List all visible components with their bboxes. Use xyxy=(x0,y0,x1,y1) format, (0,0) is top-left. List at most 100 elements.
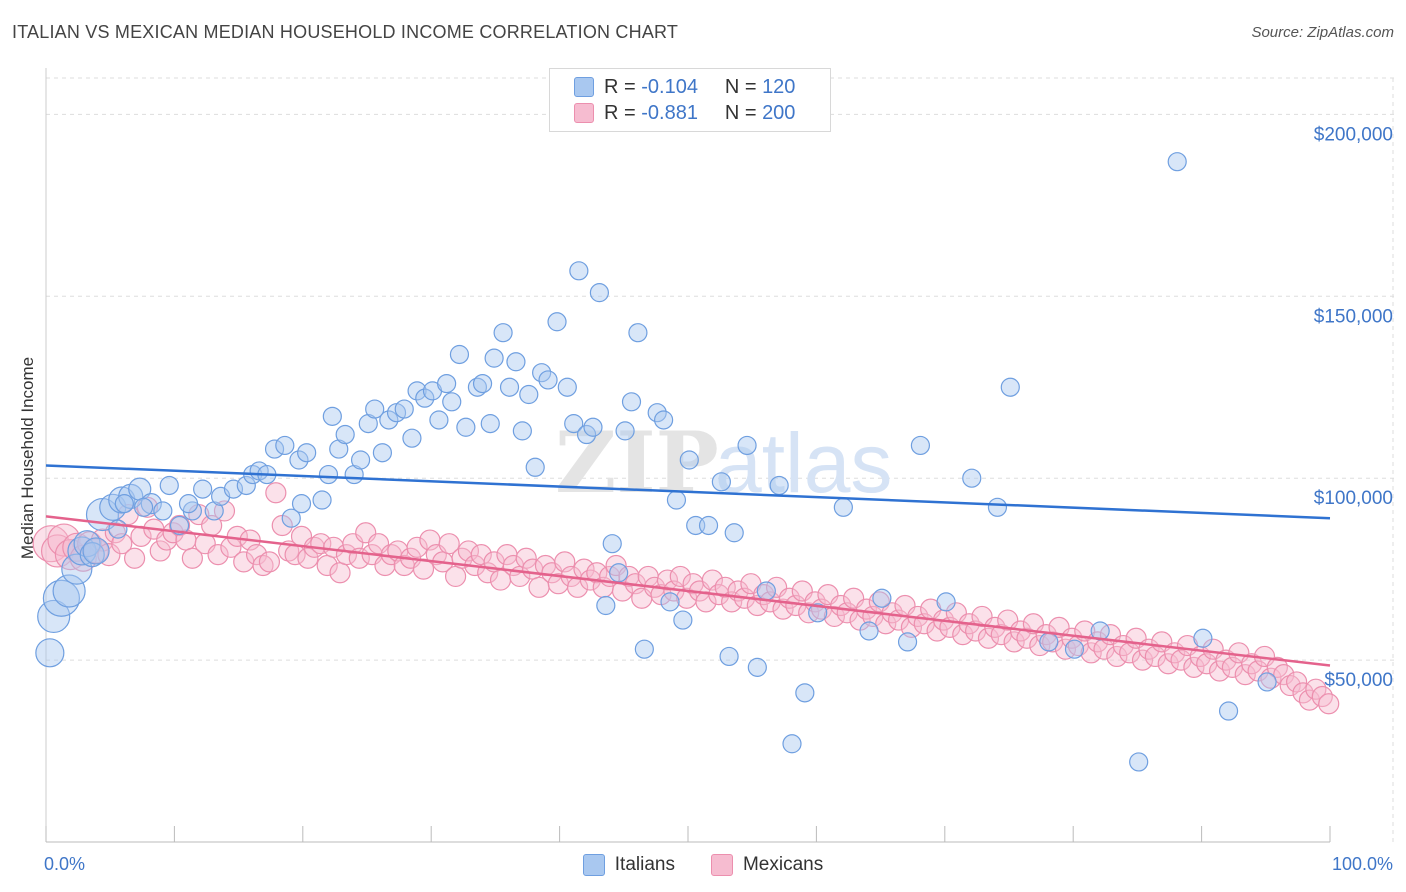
mexicans-point-96 xyxy=(656,569,679,591)
mexicans-point-166 xyxy=(1106,645,1128,668)
mexicans-point-114 xyxy=(772,598,794,620)
italians-point-89 xyxy=(724,523,744,543)
italians-point-71 xyxy=(589,283,610,303)
italians-point-73 xyxy=(602,534,622,554)
italians-point-88 xyxy=(719,646,739,667)
x-tick-label-1: 100.0% xyxy=(1332,854,1393,874)
italians-point-29 xyxy=(297,443,317,463)
italians-r-label: R = xyxy=(604,75,636,98)
mexicans-point-22 xyxy=(181,547,203,569)
mexicans-point-2 xyxy=(47,523,81,557)
mexicans-point-192 xyxy=(1273,664,1295,686)
italians-point-44 xyxy=(402,428,422,448)
italians-point-65 xyxy=(547,312,567,332)
italians-point-1 xyxy=(37,599,71,634)
italians-point-75 xyxy=(615,421,635,441)
mexicans-point-186 xyxy=(1234,664,1256,686)
mexicans-point-98 xyxy=(669,565,691,588)
italians-point-26 xyxy=(275,435,295,456)
x-tick-label-0: 0.0% xyxy=(44,854,85,874)
italians-point-3 xyxy=(52,574,86,608)
italians-point-55 xyxy=(480,414,500,434)
italians-point-57 xyxy=(493,323,513,343)
italians-point-81 xyxy=(660,592,680,612)
italians-point-100 xyxy=(897,632,918,652)
italians-point-54 xyxy=(472,374,493,394)
italians-point-102 xyxy=(936,592,956,612)
italians-point-61 xyxy=(519,384,539,405)
source-credit: Source: ZipAtlas.com xyxy=(1251,24,1394,41)
italians-point-5 xyxy=(67,536,97,566)
italians-point-12 xyxy=(128,477,152,501)
italians-point-49 xyxy=(437,374,457,394)
italians-point-95 xyxy=(795,683,815,703)
mexicans-point-27 xyxy=(213,500,236,522)
italians-point-53 xyxy=(467,377,488,397)
mexicans-point-40 xyxy=(297,547,319,569)
y-tick-label-1: $100,000 xyxy=(1314,488,1393,509)
mexicans-r-value: -0.881 xyxy=(641,101,698,124)
italians-point-58 xyxy=(499,377,520,397)
mexicans-point-45 xyxy=(329,562,351,584)
italians-point-92 xyxy=(756,581,776,601)
mexicans-point-193 xyxy=(1279,674,1301,697)
mexicans-point-32 xyxy=(245,543,268,566)
mexicans-point-34 xyxy=(258,551,281,573)
italians-point-0 xyxy=(35,638,65,668)
italians-trend-line xyxy=(45,464,1331,520)
italians-point-52 xyxy=(456,417,476,437)
watermark-zip: ZIP xyxy=(555,413,719,512)
italians-point-21 xyxy=(236,475,256,496)
italians-point-112 xyxy=(1218,701,1239,721)
mexicans-point-13 xyxy=(123,547,146,569)
y-tick-label-2: $150,000 xyxy=(1314,306,1393,327)
mexicans-point-150 xyxy=(1003,631,1025,653)
italians-point-72 xyxy=(596,595,616,616)
legend-item-mexicans[interactable]: Mexicans xyxy=(710,854,824,876)
italians-point-41 xyxy=(379,410,399,430)
italians-point-69 xyxy=(576,424,597,445)
italians-swatch xyxy=(574,77,594,97)
mexicans-point-142 xyxy=(952,624,974,646)
italians-point-103 xyxy=(962,468,982,488)
italians-point-64 xyxy=(538,370,558,390)
italians-point-117 xyxy=(178,494,199,514)
mexicans-point-63 xyxy=(444,565,467,588)
italians-point-60 xyxy=(512,421,532,441)
italians-point-50 xyxy=(442,392,462,412)
italians-point-45 xyxy=(407,381,427,401)
mexicans-point-146 xyxy=(977,627,1000,649)
mexicans-legend-label: Mexicans xyxy=(742,854,824,875)
italians-legend-label: Italians xyxy=(614,854,675,875)
italians-point-31 xyxy=(312,490,332,510)
italians-point-94 xyxy=(782,734,802,754)
italians-point-80 xyxy=(654,410,674,430)
italians-point-70 xyxy=(583,417,603,437)
y-tick-label-3: $200,000 xyxy=(1314,124,1393,145)
italians-point-116 xyxy=(159,475,179,496)
italians-point-76 xyxy=(621,392,642,412)
mexicans-point-17 xyxy=(149,540,171,562)
italians-point-27 xyxy=(281,508,301,528)
italians-n-label: N = xyxy=(724,75,757,98)
italians-point-96 xyxy=(808,603,828,623)
mexicans-point-199 xyxy=(1318,693,1340,715)
italians-point-35 xyxy=(335,424,355,445)
italians-r-value: -0.104 xyxy=(641,75,698,98)
italians-point-118 xyxy=(133,497,154,517)
italians-point-32 xyxy=(318,464,339,485)
legend-item-italians[interactable]: Italians xyxy=(582,854,675,876)
italians-point-56 xyxy=(484,348,504,368)
italians-point-111 xyxy=(1193,628,1213,648)
italians-point-40 xyxy=(372,443,393,463)
mexicans-point-74 xyxy=(515,547,537,569)
italians-point-17 xyxy=(193,479,213,499)
mexicans-points xyxy=(32,482,1340,715)
mexicans-point-174 xyxy=(1157,653,1179,675)
mexicans-legend-swatch xyxy=(710,854,733,876)
italians-point-7 xyxy=(79,541,105,568)
mexicans-point-162 xyxy=(1080,642,1102,664)
italians-point-107 xyxy=(1064,639,1085,659)
